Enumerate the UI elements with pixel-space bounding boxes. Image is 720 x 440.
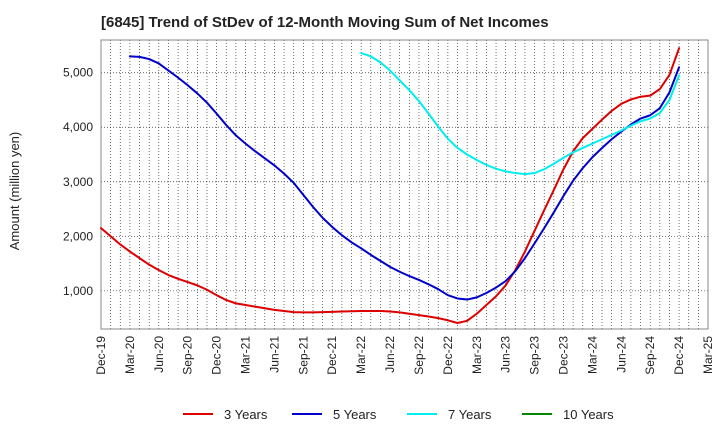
x-tick-label: Dec-21 xyxy=(325,336,339,375)
x-tick-label: Dec-19 xyxy=(94,336,108,375)
y-tick-labels: 1,000 2,000 3,000 4,000 5,000 xyxy=(63,66,93,298)
x-tick-label: Sep-21 xyxy=(296,336,310,375)
x-tick-label: Jun-21 xyxy=(267,336,281,373)
x-tick-label: Mar-21 xyxy=(239,336,253,374)
legend: 3 Years 5 Years 7 Years 10 Years xyxy=(183,407,614,422)
x-tick-label: Sep-23 xyxy=(528,336,542,375)
legend-label-7-years: 7 Years xyxy=(448,407,492,422)
x-tick-label: Jun-20 xyxy=(152,336,166,373)
y-tick-label: 2,000 xyxy=(63,229,93,243)
series-line-3-years xyxy=(100,47,681,324)
y-tick-label: 3,000 xyxy=(63,175,93,189)
x-tick-label: Dec-22 xyxy=(441,336,455,375)
series-line-5-years xyxy=(128,55,681,301)
x-tick-label: Mar-22 xyxy=(354,336,368,374)
legend-label-10-years: 10 Years xyxy=(563,407,614,422)
x-tick-labels: Dec-19 Mar-20 Jun-20 Sep-20 Dec-20 Mar-21 Jun-… xyxy=(94,336,715,375)
x-tick-label: Mar-24 xyxy=(585,336,599,374)
x-tick-label: Sep-20 xyxy=(181,336,195,375)
series-line-7-years xyxy=(360,52,681,176)
x-tick-label: Jun-24 xyxy=(614,336,628,373)
x-tick-label: Mar-23 xyxy=(470,336,484,374)
chart-title: [6845] Trend of StDev of 12-Month Moving… xyxy=(101,14,549,31)
legend-label-5-years: 5 Years xyxy=(333,407,377,422)
x-tick-label: Sep-24 xyxy=(643,336,657,375)
y-tick-label: 4,000 xyxy=(63,120,93,134)
x-tick-label: Jun-23 xyxy=(499,336,513,373)
y-axis-label: Amount (million yen) xyxy=(7,132,22,251)
x-tick-label: Sep-22 xyxy=(412,336,426,375)
plot-frame xyxy=(100,39,709,330)
y-tick-label: 5,000 xyxy=(63,66,93,80)
x-tick-label: Jun-22 xyxy=(383,336,397,373)
x-tick-label: Dec-20 xyxy=(210,336,224,375)
grid-layer xyxy=(101,40,708,329)
x-tick-label: Dec-23 xyxy=(556,336,570,375)
x-tick-label: Mar-25 xyxy=(701,336,715,374)
legend-label-3-years: 3 Years xyxy=(224,407,268,422)
y-tick-label: 1,000 xyxy=(63,284,93,298)
series-layer xyxy=(100,47,681,324)
x-tick-label: Dec-24 xyxy=(672,336,686,375)
x-tick-label: Mar-20 xyxy=(123,336,137,374)
